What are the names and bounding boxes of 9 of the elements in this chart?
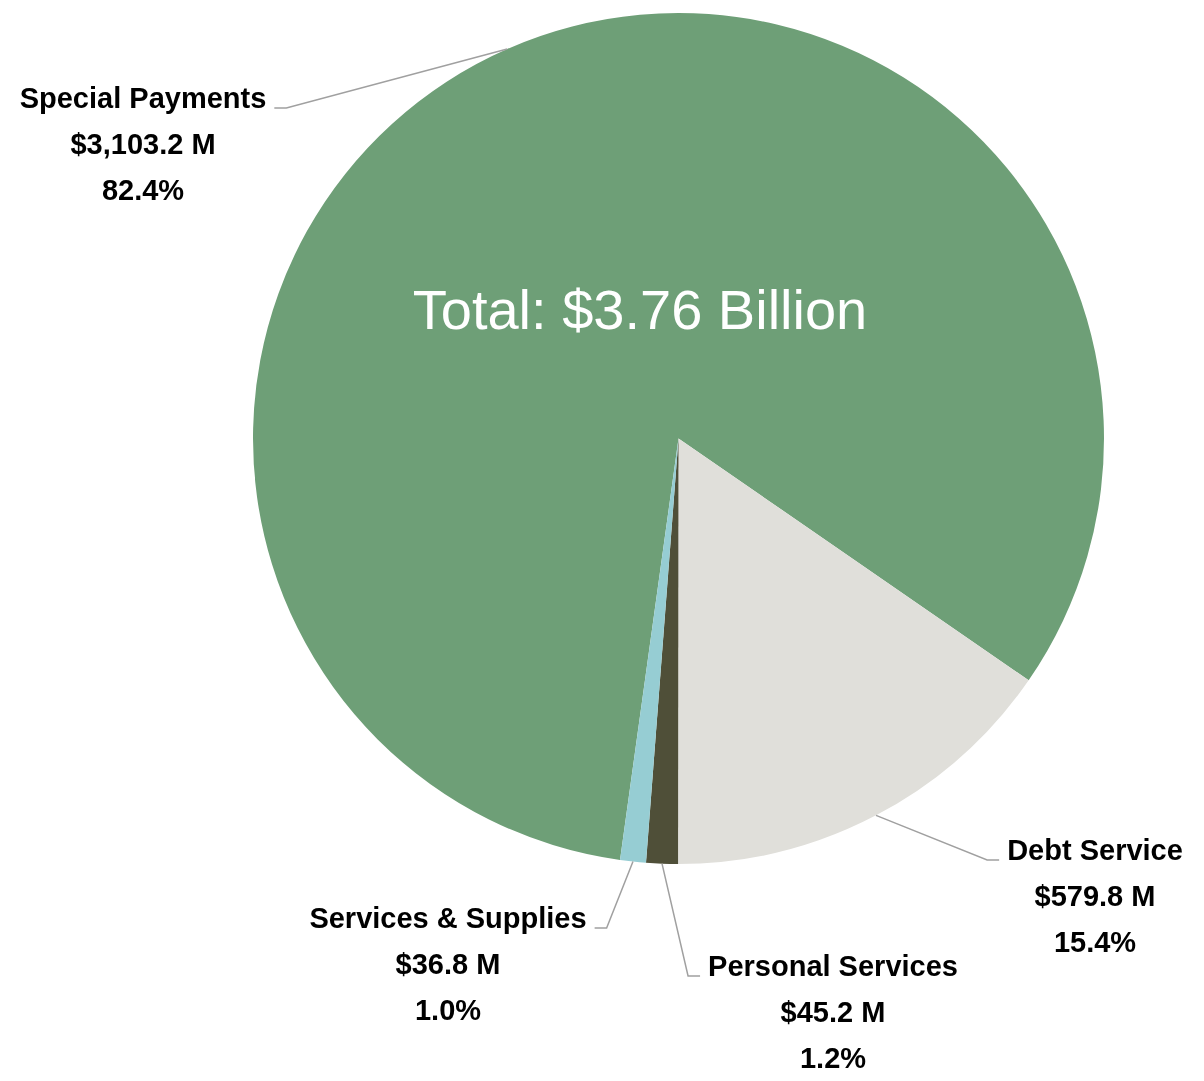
slice-label: Personal Services: [708, 950, 958, 982]
data-label: $3,103.2 M 82.4%: [70, 128, 216, 206]
slice-label: Special Payments: [19, 82, 267, 114]
data-label: $36.8 M 1.0%: [395, 948, 501, 1026]
slice-label: Services & Supplies: [309, 902, 587, 934]
data-label: $45.2 M 1.2%: [780, 996, 886, 1074]
text: Total: $3.76 Billion: [412, 278, 868, 342]
slice-label: Debt Service: [1007, 834, 1183, 866]
data-label: $579.8 M 15.4%: [1034, 880, 1156, 958]
